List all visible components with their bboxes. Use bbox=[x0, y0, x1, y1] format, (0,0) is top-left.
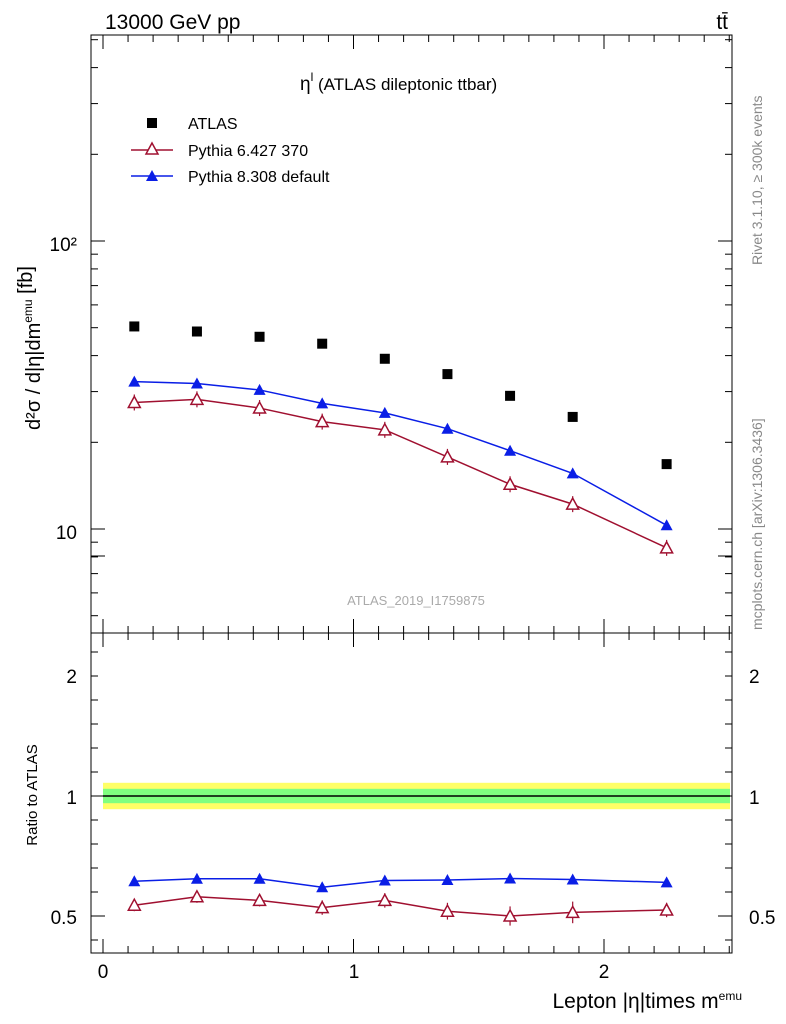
main-ytick-label-10: 10 bbox=[56, 523, 77, 544]
svg-text:ηl (ATLAS dileptonic ttbar): ηl (ATLAS dileptonic ttbar) bbox=[300, 70, 497, 95]
mcplots-label: mcplots.cern.ch [arXiv:1306.3436] bbox=[749, 418, 765, 630]
atlas-data-point bbox=[254, 331, 265, 342]
pythia6-data-point bbox=[314, 414, 330, 428]
pythia8-line bbox=[134, 380, 667, 526]
header-left: 13000 GeV pp bbox=[105, 11, 240, 34]
ratio-pythia8-point bbox=[504, 872, 517, 884]
watermark: ATLAS_2019_I1759875 bbox=[347, 593, 485, 608]
pythia8-data-point bbox=[441, 422, 454, 434]
ratio-pythia6-point bbox=[314, 900, 330, 914]
pythia8-data-point bbox=[128, 375, 141, 387]
ratio-pythia8-point bbox=[316, 881, 329, 893]
pythia6-data-point bbox=[252, 400, 267, 414]
pythia6-data-point bbox=[565, 496, 580, 510]
ratio-pythia8-point bbox=[253, 872, 266, 884]
xtick-label-0: 0 bbox=[98, 962, 109, 983]
ratio-y-axis-label: Ratio to ATLAS bbox=[24, 744, 41, 845]
ratio-pythia8-point bbox=[660, 876, 673, 888]
ratio-pythia6-point bbox=[440, 903, 455, 917]
ratio-ytick-label-1: 1 bbox=[66, 788, 77, 809]
pythia8-data-point bbox=[253, 383, 266, 395]
ratio-pythia6-point bbox=[659, 902, 674, 916]
pythia6-line bbox=[134, 398, 667, 549]
ratio-ytick-label-2-right: 2 bbox=[749, 667, 760, 688]
ratio-pythia6-line bbox=[134, 896, 667, 917]
ratio-pythia6-point bbox=[252, 892, 267, 907]
pythia6-data-point bbox=[127, 394, 142, 409]
x-axis-label: Lepton |η|times memu bbox=[553, 989, 743, 1013]
pythia6-data-point bbox=[502, 476, 518, 491]
ratio-ytick-label-2: 2 bbox=[66, 667, 77, 688]
pythia6-data-point bbox=[440, 449, 455, 463]
atlas-data-point bbox=[567, 411, 578, 422]
legend-pythia6-label: Pythia 6.427 370 bbox=[188, 143, 308, 160]
pythia6-data-point bbox=[377, 422, 393, 436]
ratio-series-marks bbox=[127, 872, 674, 926]
pythia8-data-point bbox=[378, 406, 391, 418]
atlas-data-point bbox=[661, 459, 672, 470]
legend-pythia6-marker bbox=[144, 141, 160, 155]
rivet-label: Rivet 3.1.10, ≥ 300k events bbox=[749, 95, 765, 265]
atlas-data-point bbox=[442, 369, 453, 380]
ratio-reference-band bbox=[103, 782, 730, 810]
ratio-pythia6-point bbox=[189, 889, 205, 903]
pythia8-data-point bbox=[316, 397, 329, 409]
pythia6-data-point bbox=[189, 391, 205, 406]
ratio-pythia8-point bbox=[128, 875, 141, 887]
xtick-label-1: 1 bbox=[349, 962, 360, 983]
main-axis-ticks bbox=[91, 35, 732, 633]
ratio-pythia6-point bbox=[502, 908, 518, 922]
ratio-pythia8-point bbox=[441, 874, 454, 885]
ratio-pythia6-point bbox=[127, 897, 142, 911]
plot-title-main: η bbox=[300, 74, 311, 95]
ratio-ytick-label-1-right: 1 bbox=[749, 788, 760, 809]
pythia8-data-point bbox=[566, 467, 579, 479]
atlas-data-point bbox=[379, 353, 390, 364]
pythia8-data-point bbox=[504, 444, 517, 456]
legend-atlas-label: ATLAS bbox=[188, 116, 238, 133]
xtick-label-2: 2 bbox=[599, 962, 610, 983]
legend-pythia8-marker bbox=[146, 170, 158, 181]
header-right: tt̄ bbox=[716, 11, 728, 34]
ratio-pythia8-line bbox=[134, 877, 667, 888]
plot-title: ηl (ATLAS dileptonic ttbar) bbox=[300, 70, 497, 95]
legend-atlas-marker bbox=[147, 118, 157, 128]
pythia6-data-point bbox=[659, 540, 674, 554]
ratio-ytick-label-05: 0.5 bbox=[51, 908, 77, 929]
ratio-pythia8-point bbox=[378, 874, 391, 886]
ratio-pythia6-point bbox=[565, 904, 580, 919]
pythia8-data-point bbox=[660, 519, 673, 531]
ratio-panel-frame bbox=[90, 632, 733, 954]
atlas-data-point bbox=[191, 326, 202, 337]
atlas-data-point bbox=[317, 338, 328, 349]
pythia8-data-point bbox=[190, 377, 203, 389]
ratio-pythia6-point bbox=[377, 892, 393, 907]
legend: ATLAS Pythia 6.427 370 Pythia 8.308 defa… bbox=[131, 116, 330, 186]
ratio-axis-ticks bbox=[91, 555, 732, 953]
legend-pythia8-label: Pythia 8.308 default bbox=[188, 169, 330, 186]
plot-title-sup: l bbox=[311, 70, 314, 84]
main-y-axis-label: d²σ / d|η|dmemu [fb] bbox=[15, 266, 45, 430]
main-series-marks bbox=[127, 321, 674, 556]
main-ytick-label-100: 10² bbox=[50, 235, 77, 256]
ratio-ytick-label-05-right: 0.5 bbox=[749, 908, 775, 929]
plot-title-rest: (ATLAS dileptonic ttbar) bbox=[313, 75, 497, 94]
ratio-pythia8-point bbox=[190, 872, 203, 884]
ratio-pythia8-point bbox=[566, 873, 579, 885]
atlas-data-point bbox=[129, 321, 140, 332]
atlas-data-point bbox=[505, 390, 516, 401]
